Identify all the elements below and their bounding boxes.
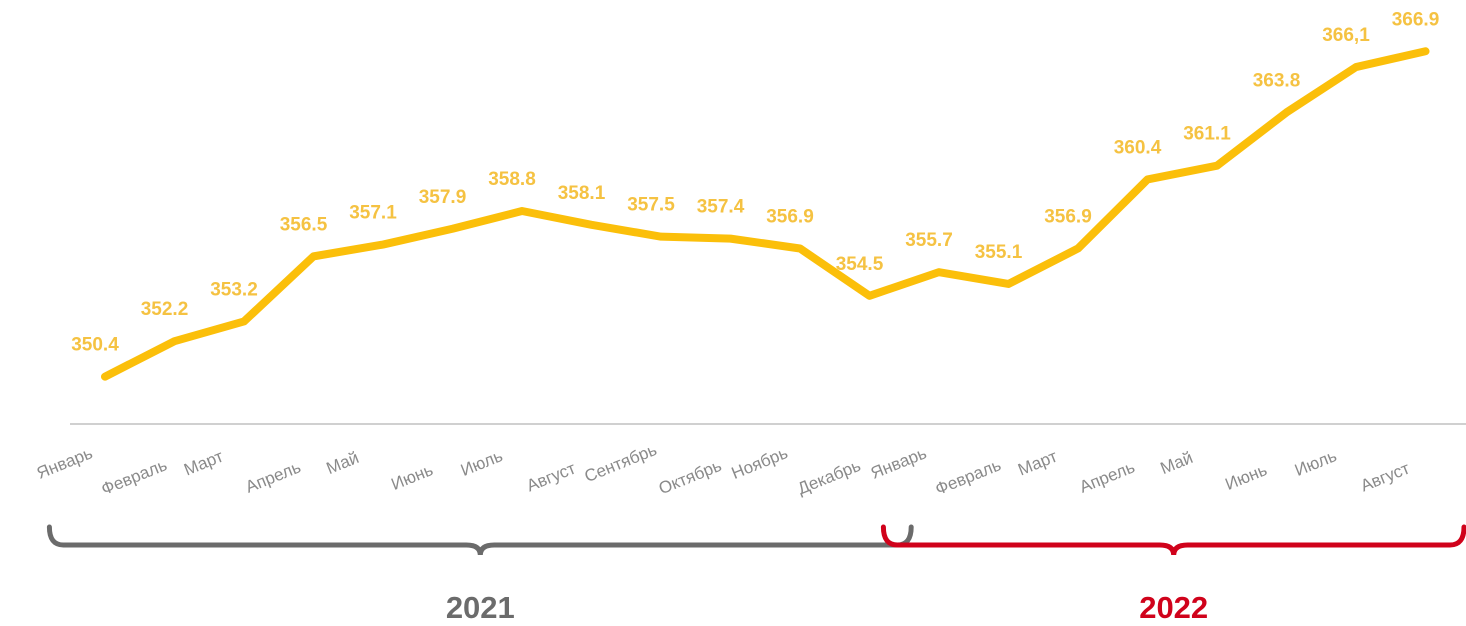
data-label: 353.2 [210, 279, 258, 300]
x-tick-label: Февраль [99, 455, 170, 499]
x-tick-label: Июнь [1223, 460, 1270, 494]
brace [46, 524, 914, 556]
year-label: 2022 [1139, 590, 1208, 625]
data-label: 360.4 [1114, 137, 1162, 158]
line [101, 47, 1430, 381]
data-label: 354.5 [836, 254, 884, 275]
data-label: 366,1 [1322, 25, 1370, 46]
x-tick-label: Декабрь [795, 456, 864, 498]
data-label: 356.5 [280, 214, 328, 235]
data-label: 361.1 [1183, 124, 1231, 145]
data-label: 352.2 [141, 299, 189, 320]
data-label: 363.8 [1253, 70, 1301, 91]
data-label: 356.9 [1044, 206, 1092, 227]
x-tick-label: Апрель [243, 457, 304, 496]
data-label: 355.1 [975, 242, 1023, 263]
x-tick-label: Сентябрь [582, 440, 660, 486]
x-tick-label: Июль [458, 446, 505, 480]
data-label: 355.7 [905, 230, 953, 251]
year-label: 2021 [446, 590, 515, 625]
x-tick-label: Апрель [1077, 457, 1138, 496]
brace [880, 524, 1466, 556]
x-tick-label: Июнь [389, 460, 436, 494]
x-tick-label: Август [1358, 459, 1413, 496]
x-tick-label: Март [181, 447, 226, 480]
data-label: 350.4 [71, 335, 119, 356]
x-tick-label: Август [524, 459, 579, 496]
x-tick-label: Январь [868, 443, 929, 482]
x-tick-label: Март [1015, 447, 1060, 480]
data-label: 357.9 [419, 187, 467, 208]
x-tick-label: Январь [34, 443, 95, 482]
data-label: 356.9 [766, 206, 814, 227]
data-label: 357.1 [349, 203, 397, 224]
data-label: 357.4 [697, 197, 745, 218]
x-tick-label: Февраль [933, 455, 1004, 499]
x-tick-label: Май [324, 448, 362, 478]
data-label: 357.5 [627, 195, 675, 216]
x-tick-label: Октябрь [656, 456, 724, 498]
data-label: 358.1 [558, 183, 606, 204]
x-tick-label: Июль [1292, 446, 1339, 480]
x-tick-label: Ноябрь [729, 443, 791, 483]
data-label: 366.9 [1392, 9, 1440, 30]
data-label: 358.8 [488, 169, 536, 190]
x-tick-label: Май [1158, 448, 1196, 478]
